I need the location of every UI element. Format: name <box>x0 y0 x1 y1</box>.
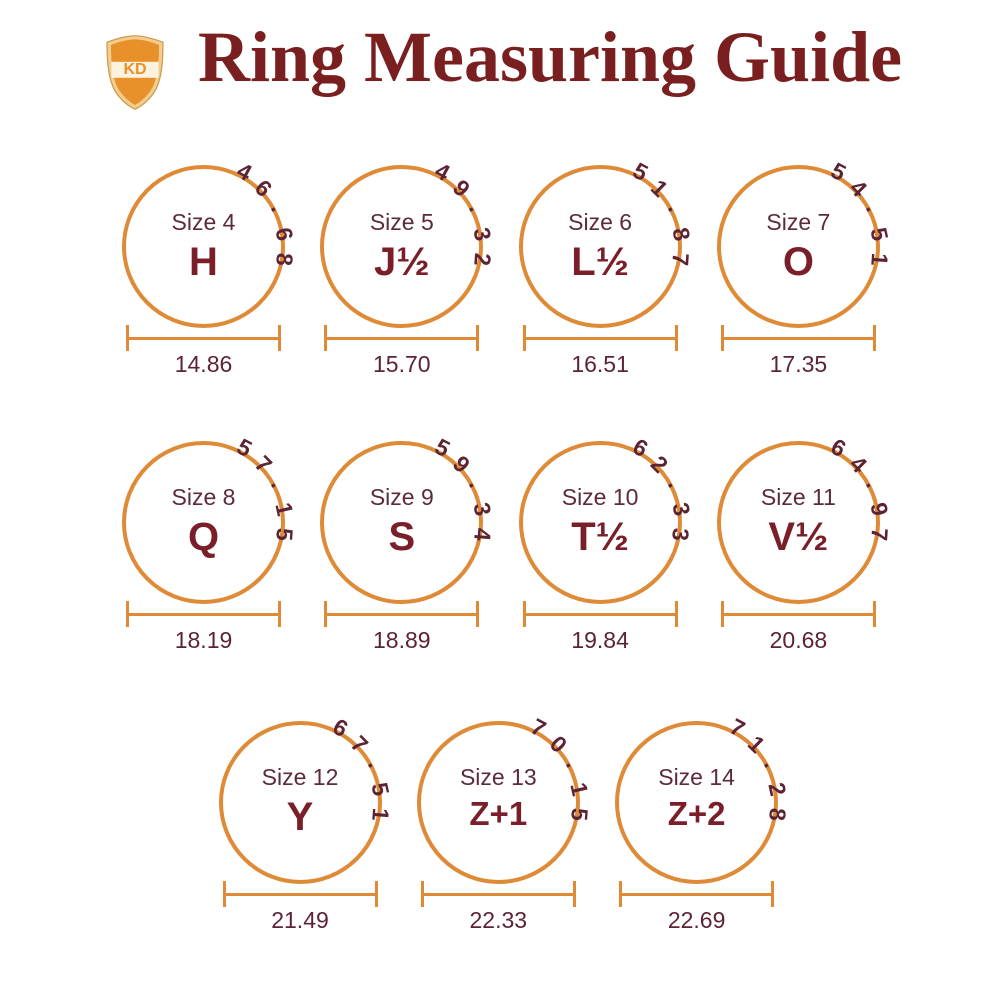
svg-text:KD: KD <box>123 61 146 78</box>
